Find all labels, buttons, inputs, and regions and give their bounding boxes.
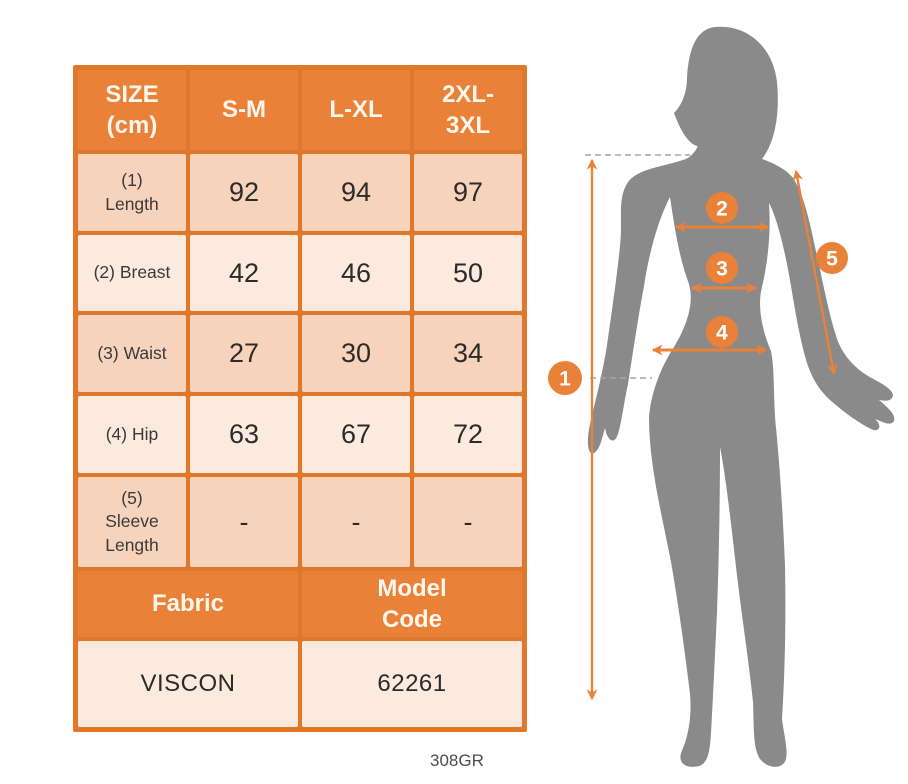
length-badge: 1 [548, 361, 582, 395]
row-label-sleeve-length: (5) Sleeve Length [78, 477, 186, 567]
sleeve-arrow [792, 169, 838, 376]
table-header-size-unit: SIZE (cm) [78, 70, 186, 150]
body-measurement-figure: 1 2 3 4 5 [548, 26, 895, 767]
breast-s-m: 42 [190, 235, 298, 311]
svg-text:2: 2 [716, 198, 728, 221]
waist-2xl-3xl: 34 [414, 315, 522, 392]
length-l-xl: 94 [302, 154, 410, 231]
waist-badge: 3 [706, 252, 738, 284]
waist-l-xl: 30 [302, 315, 410, 392]
svg-text:3: 3 [716, 258, 728, 281]
hip-2xl-3xl: 72 [414, 396, 522, 473]
waist-s-m: 27 [190, 315, 298, 392]
product-code-note: 308GR [430, 751, 484, 770]
row-label-waist: (3) Waist [78, 315, 186, 392]
model-code-value: 62261 [302, 641, 522, 727]
svg-text:5: 5 [826, 248, 838, 271]
table-header-2xl-3xl: 2XL-3XL [414, 70, 522, 150]
row-label-hip: (4) Hip [78, 396, 186, 473]
sleeve-l-xl: - [302, 477, 410, 567]
woman-silhouette-body [587, 127, 895, 767]
hip-l-xl: 67 [302, 396, 410, 473]
svg-text:1: 1 [559, 368, 571, 391]
length-s-m: 92 [190, 154, 298, 231]
sleeve-s-m: - [190, 477, 298, 567]
svg-text:4: 4 [716, 322, 728, 345]
row-label-breast: (2) Breast [78, 235, 186, 311]
length-2xl-3xl: 97 [414, 154, 522, 231]
fabric-header: Fabric [78, 571, 298, 637]
table-header-l-xl: L-XL [302, 70, 410, 150]
sleeve-2xl-3xl: - [414, 477, 522, 567]
table-header-s-m: S-M [190, 70, 298, 150]
breast-badge: 2 [706, 192, 738, 224]
breast-l-xl: 46 [302, 235, 410, 311]
size-chart-table: SIZE (cm) S-M L-XL 2XL-3XL (1) Length 92… [73, 65, 527, 732]
woman-silhouette-head [674, 26, 778, 169]
breast-2xl-3xl: 50 [414, 235, 522, 311]
hip-s-m: 63 [190, 396, 298, 473]
fabric-value: VISCON [78, 641, 298, 727]
sleeve-badge: 5 [816, 242, 848, 274]
hip-badge: 4 [706, 316, 738, 348]
model-code-header: Model Code [302, 571, 522, 637]
row-label-length: (1) Length [78, 154, 186, 231]
